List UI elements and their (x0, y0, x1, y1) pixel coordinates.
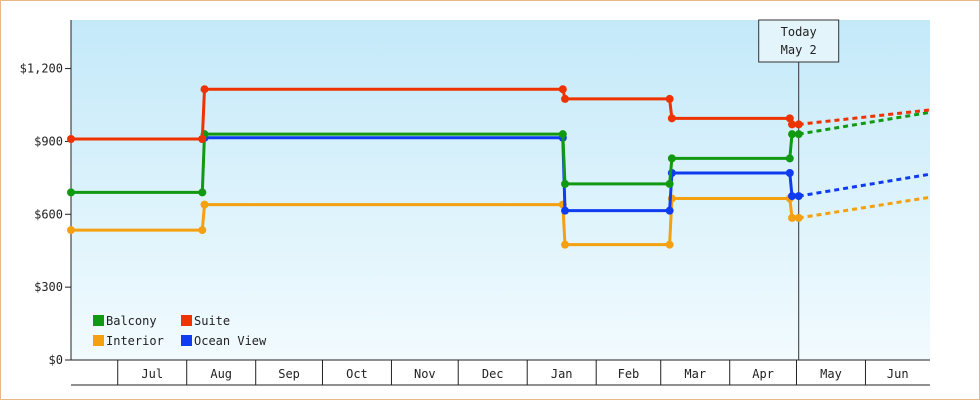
forecast-line-interior (798, 195, 931, 220)
y-tick-label: $0 (49, 353, 63, 367)
data-point-balcony (558, 130, 567, 139)
data-point-balcony (785, 154, 794, 163)
data-point-suite (794, 120, 803, 129)
legend-label-ocean-view: Ocean View (194, 334, 267, 348)
x-tick-label: Jan (551, 367, 573, 381)
forecast-line-balcony (798, 110, 931, 136)
legend-swatch-interior (93, 335, 104, 346)
data-point-suite (561, 94, 570, 103)
data-point-balcony (67, 188, 75, 197)
x-tick-label: Nov (414, 367, 436, 381)
data-point-suite (667, 114, 676, 123)
y-tick-label: $300 (34, 280, 63, 294)
series-line-balcony (71, 132, 799, 194)
data-point-interior (200, 200, 209, 209)
data-point-suite (785, 114, 794, 123)
data-point-balcony (794, 130, 803, 139)
forecast-line-ocean-view (798, 172, 931, 198)
x-tick-label: Sep (278, 367, 300, 381)
legend-swatch-suite (181, 315, 192, 326)
x-tick-label: Apr (752, 367, 774, 381)
data-point-ocean-view (788, 192, 797, 201)
data-point-suite (788, 120, 797, 129)
data-point-suite (665, 94, 674, 103)
data-point-suite (558, 85, 567, 94)
legend-label-interior: Interior (106, 334, 164, 348)
series-line-interior (71, 197, 799, 247)
data-point-ocean-view (665, 206, 674, 215)
x-tick-label: Dec (482, 367, 504, 381)
x-tick-label: Oct (346, 367, 368, 381)
data-point-balcony (667, 154, 676, 163)
series-suite (67, 85, 931, 143)
data-point-suite (198, 135, 207, 143)
series-balcony (67, 110, 931, 197)
data-point-interior (561, 240, 570, 249)
data-point-suite (200, 85, 209, 94)
legend-label-suite: Suite (194, 314, 230, 328)
x-axis: Jul Aug Sep Oct Nov Dec Jan Feb Mar Apr May Jun (71, 359, 930, 386)
data-point-balcony (788, 130, 797, 139)
series-layer (67, 85, 931, 249)
data-point-suite (67, 135, 75, 143)
legend-label-balcony: Balcony (106, 314, 157, 328)
data-point-balcony (198, 188, 207, 197)
legend: Balcony Suite Interior Ocean View (93, 314, 267, 348)
data-point-interior (67, 226, 75, 235)
y-tick-label: $900 (34, 134, 63, 148)
plot-background (71, 20, 930, 360)
data-point-ocean-view (794, 192, 803, 201)
legend-swatch-ocean-view (181, 335, 192, 346)
x-tick-label: Jul (141, 367, 163, 381)
x-tick-label: Aug (210, 367, 232, 381)
data-point-interior (794, 213, 803, 222)
legend-swatch-balcony (93, 315, 104, 326)
x-tick-label: Mar (684, 367, 706, 381)
data-point-balcony (561, 179, 570, 188)
today-label-line1: Today (781, 25, 817, 39)
today-marker: Today May 2 (758, 19, 840, 360)
data-point-interior (665, 240, 674, 249)
x-tick-label: May (820, 367, 842, 381)
y-tick-label: $600 (34, 207, 63, 221)
data-point-ocean-view (785, 169, 794, 177)
y-axis: $0 $300 $600 $900 $1,200 (20, 20, 72, 367)
y-tick-label: $1,200 (20, 62, 63, 76)
data-point-interior (198, 226, 207, 235)
data-point-balcony (665, 179, 674, 188)
data-point-ocean-view (561, 206, 570, 215)
forecast-line-suite (798, 108, 931, 126)
x-tick-label: Feb (618, 367, 640, 381)
data-point-interior (788, 213, 797, 222)
today-box (758, 19, 840, 63)
x-tick-label: Jun (887, 367, 909, 381)
today-label-line2: May 2 (781, 43, 817, 57)
